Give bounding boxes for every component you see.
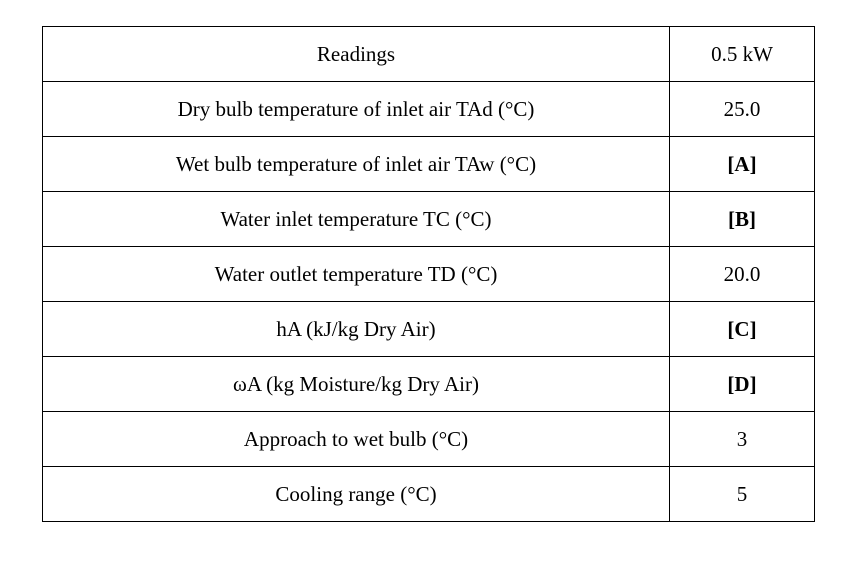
row-value-cell: 20.0	[669, 246, 815, 302]
table-row: Dry bulb temperature of inlet air TAd (°…	[42, 81, 815, 137]
row-label-cell: hA (kJ/kg Dry Air)	[42, 301, 670, 357]
table-row: ωA (kg Moisture/kg Dry Air) [D]	[42, 356, 815, 412]
row-value-cell: [A]	[669, 136, 815, 192]
row-label-cell: Dry bulb temperature of inlet air TAd (°…	[42, 81, 670, 137]
row-value-cell: [B]	[669, 191, 815, 247]
row-value-cell: [D]	[669, 356, 815, 412]
row-label-cell: Wet bulb temperature of inlet air TAw (°…	[42, 136, 670, 192]
row-label-cell: Water outlet temperature TD (°C)	[42, 246, 670, 302]
row-value-cell: 5	[669, 466, 815, 522]
readings-table-body: Readings 0.5 kW Dry bulb temperature of …	[42, 26, 815, 522]
row-label-cell: Cooling range (°C)	[42, 466, 670, 522]
row-value-cell: 3	[669, 411, 815, 467]
row-value-cell: [C]	[669, 301, 815, 357]
row-label-cell: ωA (kg Moisture/kg Dry Air)	[42, 356, 670, 412]
row-label-cell: Water inlet temperature TC (°C)	[42, 191, 670, 247]
table-header-row: Readings 0.5 kW	[42, 26, 815, 82]
readings-table: Readings 0.5 kW Dry bulb temperature of …	[42, 26, 815, 522]
table-row: Cooling range (°C) 5	[42, 466, 815, 522]
row-value-cell: 25.0	[669, 81, 815, 137]
header-label-cell: Readings	[42, 26, 670, 82]
header-value-cell: 0.5 kW	[669, 26, 815, 82]
table-row: Water outlet temperature TD (°C) 20.0	[42, 246, 815, 302]
table-row: Wet bulb temperature of inlet air TAw (°…	[42, 136, 815, 192]
table-row: Water inlet temperature TC (°C) [B]	[42, 191, 815, 247]
row-label-cell: Approach to wet bulb (°C)	[42, 411, 670, 467]
table-row: hA (kJ/kg Dry Air) [C]	[42, 301, 815, 357]
table-row: Approach to wet bulb (°C) 3	[42, 411, 815, 467]
